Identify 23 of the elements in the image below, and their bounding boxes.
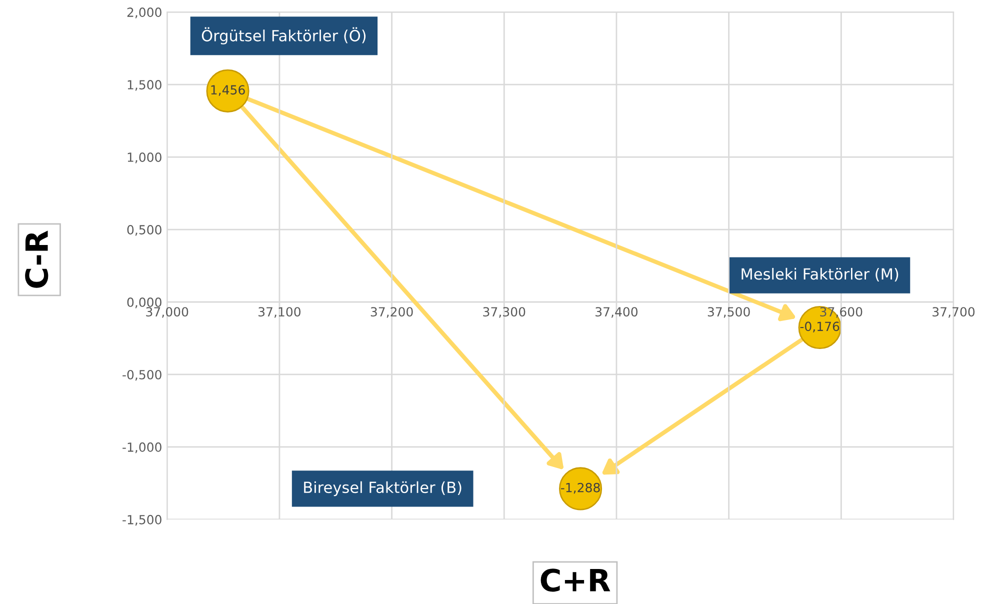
y-tick-label: 0,500 [127,224,162,236]
x-tick-label: 37,400 [596,307,638,318]
data-label: -1,288 [560,482,600,494]
annotation: Örgütsel Faktörler (Ö) [202,27,366,44]
x-tick-label: 37,200 [370,307,413,318]
x-tick-label: 37,300 [483,307,526,318]
x-axis-title: C+R [540,568,610,592]
x-tick-label: 37,000 [146,307,188,318]
annotation: Mesleki Faktörler (M) [742,268,898,282]
x-tick-label: 37,500 [708,307,750,318]
y-tick-label: 2,000 [127,8,162,18]
x-tick-label: 37,100 [258,307,300,318]
x-tick-label: 37,700 [932,307,975,318]
data-label: -0,176 [800,322,840,332]
annotation: Bireysel Faktörler (B) [304,481,462,496]
y-tick-label: 1,000 [128,152,162,164]
data-label: 1,456 [211,85,245,96]
y-axis-title: C-R [25,230,48,288]
y-tick-label: -1,000 [122,442,162,454]
y-tick-label: -0,500 [122,370,162,381]
y-tick-label: 0,000 [127,297,162,308]
y-tick-label: -1,500 [122,514,162,526]
y-tick-label: 1,500 [128,80,162,91]
